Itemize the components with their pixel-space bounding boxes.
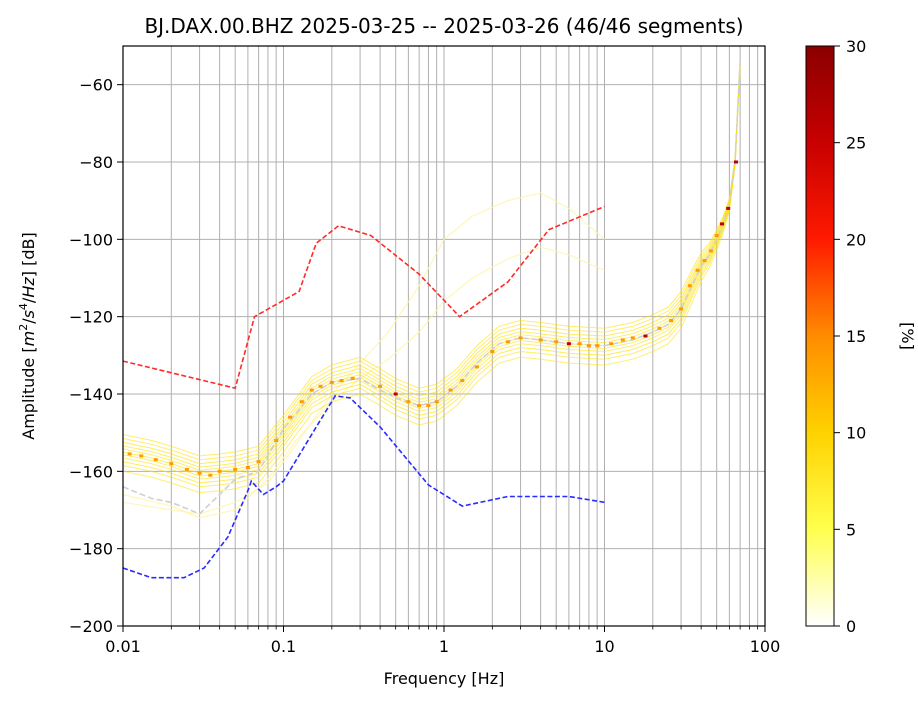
mode-marker [245,466,250,469]
mode-marker [378,384,383,388]
mode-marker [406,400,411,404]
mode-marker [139,454,144,458]
y-tick-label: −80 [79,153,113,172]
y-tick-label: −160 [69,462,113,481]
y-tick-label: −100 [69,230,113,249]
colorbar [805,45,835,627]
x-tick-label: 0.1 [271,637,296,656]
psd-trace [123,66,741,484]
mode-marker [595,344,600,348]
y-tick-label: −120 [69,308,113,327]
colorbar-tick-label: 15 [846,327,866,346]
mode-marker [720,222,724,226]
mode-marker [490,350,495,353]
chart-title: BJ.DAX.00.BHZ 2025-03-25 -- 2025-03-26 (… [144,14,743,38]
psd-trace [123,62,741,457]
mode-marker [434,400,439,404]
y-tick-label: −60 [79,76,113,95]
y-tick-label: −140 [69,385,113,404]
mode-marker [657,326,662,330]
mode-marker [679,307,684,311]
mode-marker [538,338,543,342]
psd-trace [123,67,741,488]
mode-marker [350,377,355,380]
mode-marker [217,469,222,473]
colorbar-tick-label: 5 [846,520,856,539]
mode-marker [620,338,625,342]
psd-traces [123,61,741,519]
mode-marker [309,388,314,392]
mode-marker [153,458,158,462]
mode-marker [208,473,213,477]
psd-trace [123,63,741,465]
mode-marker [417,404,422,408]
mode-marker [734,160,738,164]
mode-marker [448,388,453,392]
noise-models [123,205,605,579]
mode-marker [318,384,323,388]
mode-marker [630,336,635,340]
mode-marker [474,365,479,369]
mode-marker [184,467,189,471]
mode-marker [643,334,648,338]
mode-marker [256,460,261,464]
psd-trace [123,66,741,480]
mode-marker [714,234,719,237]
colorbar-tick-label: 25 [846,134,866,153]
mode-marker [687,284,692,288]
mode-marker [329,380,334,384]
mode-marker [586,344,591,348]
outlier-trace [123,192,605,515]
grid [122,46,766,627]
psd-trace [123,63,741,461]
mode-marker [169,462,174,466]
x-axis-ticks: 0.01 0.1 1 10 100 [105,626,780,656]
mode-marker [708,249,713,253]
mode-marker [288,415,293,419]
mode-marker [339,379,344,382]
colorbar-tick-label: 0 [846,617,856,636]
colorbar-tick-label: 10 [846,424,866,443]
mode-marker [518,336,523,340]
mode-marker [566,342,571,346]
x-axis-label: Frequency [Hz] [384,669,505,688]
mode-marker [393,392,398,396]
mode-marker [669,319,674,322]
mode-markers [127,160,738,477]
mode-marker [609,342,614,346]
mode-marker [426,404,431,408]
psd-trace [123,65,741,477]
x-tick-label: 0.01 [105,637,141,656]
mode-marker [127,452,132,456]
mode-marker [577,342,582,346]
psd-mode-line [123,61,741,515]
mode-marker [274,438,279,442]
mode-marker [197,471,202,475]
y-tick-label: −180 [69,540,113,559]
colorbar-ticks: 0 5 10 15 20 25 30 [834,37,866,636]
y-axis-label: Amplitude [m2/s4/Hz] [dB] [17,232,38,439]
y-tick-label: −200 [69,617,113,636]
colorbar-tick-label: 30 [846,37,866,56]
psd-trace [123,68,741,494]
mode-marker [505,340,510,344]
colorbar-tick-label: 20 [846,230,866,249]
mode-marker [233,467,238,471]
psd-trace [123,64,741,471]
high-noise-model-line [123,205,605,390]
mode-marker [726,206,731,210]
mode-marker [460,379,465,382]
mode-marker [695,268,700,272]
mode-marker [554,340,559,344]
mode-marker [702,259,707,263]
low-noise-model-line [123,395,605,579]
mode-marker [299,400,304,404]
x-tick-label: 1 [439,637,449,656]
x-tick-label: 100 [750,637,781,656]
colorbar-label: [%] [898,322,917,350]
y-axis-ticks: −60 −80 −100 −120 −140 −160 −180 −200 [69,76,123,636]
x-tick-label: 10 [594,637,614,656]
psd-trace [123,64,741,468]
